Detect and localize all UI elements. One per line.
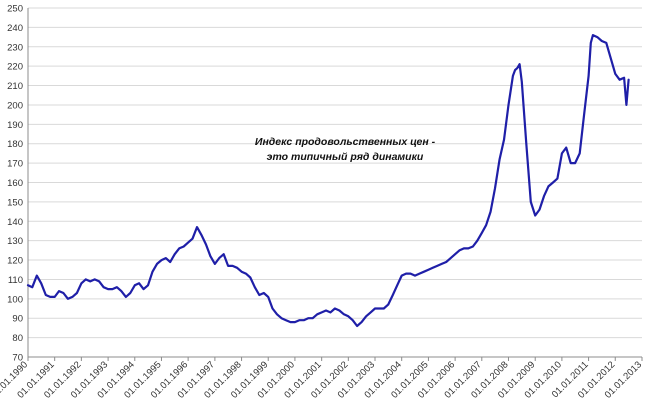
y-tick-label: 110 <box>8 275 23 286</box>
y-tick-label: 170 <box>7 159 23 170</box>
y-tick-label: 130 <box>7 236 23 247</box>
y-tick-label: 240 <box>7 23 23 34</box>
chart-annotation: Индекс продовольственных цен - это типичн… <box>255 136 436 163</box>
y-tick-label: 100 <box>7 294 23 305</box>
annotation-line: Индекс продовольственных цен - <box>255 136 436 148</box>
axes <box>27 8 643 361</box>
y-tick-label: 70 <box>12 353 23 364</box>
y-tick-label: 160 <box>7 178 23 189</box>
series-line <box>26 33 630 328</box>
y-tick-label: 210 <box>7 81 23 92</box>
y-tick-label: 190 <box>7 120 23 131</box>
y-tick-label: 230 <box>7 42 23 53</box>
grid-lines <box>28 7 642 358</box>
annotation-line: это типичный ряд динамики <box>267 151 424 163</box>
x-tick-labels: 01.01.199001.01.199101.01.199201.01.1993… <box>0 359 644 400</box>
y-tick-label: 220 <box>7 62 23 73</box>
y-tick-label: 180 <box>7 139 23 150</box>
y-tick-label: 150 <box>7 197 23 208</box>
y-tick-labels: 70 80 90 100 110 120 130 140 150 160 170 180 190 200 2… <box>7 4 23 364</box>
y-tick-label: 250 <box>7 4 23 15</box>
y-tick-label: 140 <box>7 217 23 228</box>
y-tick-label: 120 <box>7 256 23 267</box>
y-tick-label: 90 <box>12 314 23 325</box>
y-tick-label: 200 <box>7 100 23 111</box>
y-tick-label: 80 <box>12 333 23 344</box>
